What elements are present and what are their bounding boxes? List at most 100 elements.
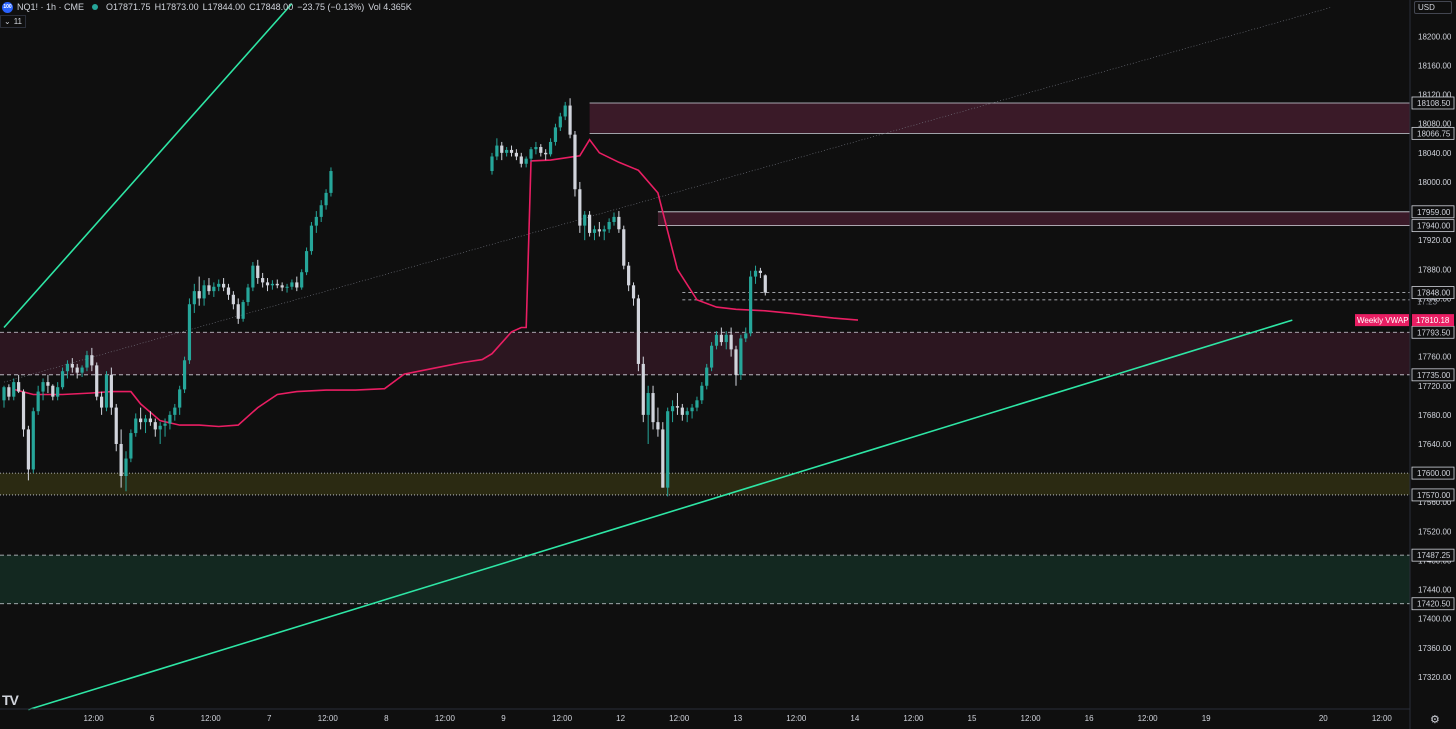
symbol-logo-icon[interactable]: 100 (2, 2, 13, 13)
candle-body-67 (329, 171, 332, 193)
price-label-9: 17487.25 (1417, 551, 1451, 560)
candle-body-13 (66, 364, 69, 371)
candle-body-28 (139, 419, 142, 423)
candle-body-6 (32, 411, 35, 469)
x-tick-label-6: 12:00 (435, 714, 456, 723)
y-tick-label-21: 18160.00 (1418, 62, 1452, 71)
candle-body-56 (276, 284, 279, 285)
candle-body-16 (80, 368, 83, 373)
candle-body-122 (754, 271, 757, 277)
candle-body-64 (315, 217, 318, 226)
candle-body-120 (744, 333, 747, 338)
price-label-5: 17793.50 (1417, 328, 1451, 337)
price-label-3: 17940.00 (1417, 222, 1451, 231)
y-tick-label-5: 17520.00 (1418, 527, 1452, 536)
currency-button[interactable]: USD (1414, 1, 1452, 14)
candle-body-7 (37, 392, 40, 412)
y-tick-label-0: 17320.00 (1418, 673, 1452, 682)
ohlc-open: O17871.75 (106, 2, 151, 12)
candle-body-29 (144, 419, 147, 423)
candle-body-65 (320, 205, 323, 217)
candle-body-86 (578, 189, 581, 225)
y-tick-label-11: 17760.00 (1418, 353, 1452, 362)
candle-body-53 (261, 278, 264, 282)
x-tick-label-7: 9 (501, 714, 506, 723)
x-tick-label-13: 14 (850, 714, 859, 723)
currency-label: USD (1418, 3, 1435, 12)
candle-body-52 (256, 266, 259, 278)
candle-body-51 (251, 266, 254, 288)
ohlc-low: L17844.00 (203, 2, 246, 12)
candle-body-71 (505, 150, 508, 153)
candle-body-21 (105, 375, 108, 408)
candle-body-106 (676, 406, 679, 407)
candle-body-87 (583, 215, 586, 226)
candle-body-69 (495, 146, 498, 157)
candle-body-18 (90, 355, 93, 365)
candle-body-3 (17, 382, 20, 391)
candle-body-93 (612, 217, 615, 222)
candle-body-95 (622, 229, 625, 265)
price-label-10: 17420.50 (1417, 600, 1451, 609)
indicators-collapse-button[interactable]: ⌄ 11 (0, 15, 26, 28)
candle-body-63 (310, 226, 313, 251)
candle-body-4 (22, 392, 25, 430)
price-label-6: 17735.00 (1417, 371, 1451, 380)
candle-body-101 (651, 393, 654, 422)
candle-body-55 (271, 284, 274, 285)
x-tick-label-19: 19 (1202, 714, 1211, 723)
price-label-0: 18108.50 (1417, 99, 1451, 108)
y-tick-label-1: 17360.00 (1418, 644, 1452, 653)
candle-body-92 (608, 222, 611, 229)
candle-body-78 (539, 147, 542, 153)
candle-body-10 (51, 386, 54, 397)
price-change: −23.75 (−0.13%) (297, 2, 364, 12)
candle-body-105 (671, 406, 674, 411)
candle-body-38 (188, 304, 191, 360)
candle-body-109 (690, 408, 693, 412)
candle-body-123 (759, 271, 762, 273)
price-label-1: 18066.75 (1417, 129, 1451, 138)
x-tick-label-20: 20 (1319, 714, 1328, 723)
x-tick-label-16: 12:00 (1021, 714, 1042, 723)
candle-body-11 (56, 387, 59, 396)
candle-body-36 (178, 389, 181, 407)
candle-body-17 (85, 355, 88, 367)
gear-icon[interactable]: ⚙ (1430, 713, 1440, 726)
candle-body-68 (490, 156, 493, 171)
candle-body-27 (134, 419, 137, 434)
x-tick-label-21: 12:00 (1372, 714, 1393, 723)
tradingview-logo-icon[interactable]: TV (2, 692, 18, 708)
weekly-vwap-label: Weekly VWAP (1357, 316, 1409, 325)
candle-body-70 (500, 146, 503, 153)
candle-body-42 (207, 285, 210, 291)
candle-body-60 (295, 282, 298, 287)
candle-body-88 (588, 215, 591, 233)
y-tick-label-17: 18000.00 (1418, 178, 1452, 187)
candle-body-0 (2, 387, 5, 400)
price-label-7: 17600.00 (1417, 469, 1451, 478)
candle-body-82 (559, 116, 562, 127)
candle-body-91 (603, 229, 606, 231)
weekly-vwap-value: 17810.18 (1416, 316, 1450, 325)
candle-body-5 (27, 429, 30, 469)
chevron-down-icon: ⌄ (4, 17, 11, 26)
candle-body-90 (598, 229, 601, 231)
candle-body-113 (710, 346, 713, 368)
symbol-title[interactable]: NQ1! · 1h · CME (17, 2, 84, 12)
candle-body-43 (212, 287, 215, 291)
candle-body-39 (193, 291, 196, 304)
candle-body-74 (520, 156, 523, 163)
candle-body-97 (632, 285, 635, 298)
zone-3 (0, 473, 1410, 495)
candle-body-32 (159, 426, 162, 430)
y-tick-label-8: 17640.00 (1418, 440, 1452, 449)
candle-body-114 (715, 335, 718, 346)
x-tick-label-17: 16 (1085, 714, 1094, 723)
candle-body-46 (227, 287, 230, 294)
candle-body-115 (720, 335, 723, 342)
candle-body-62 (305, 251, 308, 272)
candle-body-54 (266, 282, 269, 285)
x-tick-label-9: 12 (616, 714, 625, 723)
